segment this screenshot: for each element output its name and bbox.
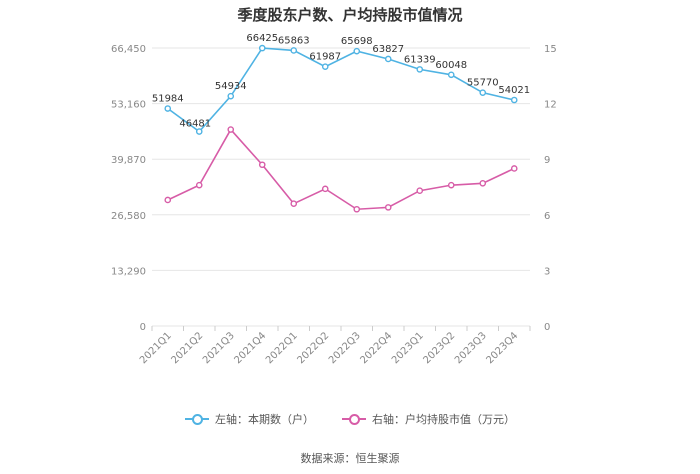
right-axis-tick-label: 6 [544,211,550,222]
right-axis-tick-label: 3 [544,266,550,277]
data-point-left [227,92,235,100]
legend-item-right[interactable]: 右轴：户均持股市值（万元） [342,411,515,427]
x-axis-tick-label: 2023Q3 [453,330,489,366]
data-point-left [258,44,266,52]
data-label-left: 60048 [435,60,467,71]
data-label-left: 55770 [467,78,499,89]
legend-left-label: 左轴：本期数（户） [215,413,314,426]
source-note: 数据来源：恒生聚源 [300,452,400,465]
series-line-right [167,128,515,211]
data-point-left [195,128,203,135]
data-point-left [290,47,298,54]
x-axis-tick-label: 2022Q4 [359,330,395,366]
data-point-right [447,181,455,189]
data-point-right [416,187,424,195]
series-line-left [167,47,515,133]
legend-right-label: 右轴：户均持股市值（万元） [372,413,515,426]
x-axis-tick-label: 2021Q3 [201,330,237,366]
right-axis-tick-label: 9 [544,155,550,166]
data-point-right [258,161,266,169]
data-label-left: 51984 [152,94,184,105]
left-axis-tick-label: 39,870 [111,155,146,166]
right-axis-tick-label: 15 [544,44,557,55]
left-axis-tick-label: 53,160 [111,100,146,111]
data-point-right [353,205,361,213]
data-point-left [321,63,329,70]
data-point-right [227,126,235,133]
data-label-left: 66425 [246,33,278,44]
left-axis-tick-label: 0 [140,322,146,333]
x-axis-tick-label: 2022Q3 [327,330,363,366]
left-axis-tick-label: 13,290 [111,266,146,277]
legend-left-marker-icon [185,413,209,425]
data-point-right [290,200,298,207]
data-label-left: 65698 [341,36,373,47]
data-point-left [384,55,392,63]
x-axis-tick-label: 2023Q1 [390,330,426,366]
data-label-left: 61339 [404,54,436,65]
data-point-right [510,165,518,172]
legend: 左轴：本期数（户） 右轴：户均持股市值（万元） [0,411,700,427]
left-axis-tick-label: 66,450 [111,44,146,55]
data-point-right [384,204,392,211]
data-label-left: 54934 [215,81,247,92]
data-point-right [164,196,172,204]
data-point-right [195,181,203,189]
legend-right-marker-icon [342,413,366,425]
legend-item-left[interactable]: 左轴：本期数（户） [185,411,314,427]
x-axis-tick-label: 2023Q2 [422,330,458,366]
data-point-left [479,89,487,96]
data-point-left [164,105,172,112]
chart-title: 季度股东户数、户均持股市值情况 [237,6,463,24]
left-axis-tick-label: 26,580 [111,211,146,222]
data-label-left: 46481 [179,119,211,130]
data-point-left [447,71,455,79]
data-label-left: 61987 [309,52,341,63]
x-axis-tick-label: 2022Q2 [296,330,332,366]
data-label-left: 65863 [278,35,310,46]
right-axis-tick-label: 12 [544,100,557,111]
data-point-right [321,185,329,193]
x-axis-tick-label: 2021Q2 [170,330,206,366]
data-label-left: 63827 [372,44,404,55]
x-axis-tick-label: 2023Q4 [485,330,521,366]
data-point-left [353,47,361,55]
x-axis-tick-label: 2021Q4 [233,330,269,366]
x-axis-tick-label: 2022Q1 [264,330,300,366]
data-point-right [479,179,487,187]
data-point-left [510,96,518,104]
right-axis-tick-label: 0 [544,322,550,333]
data-label-left: 54021 [498,85,530,96]
x-axis-tick-label: 2021Q1 [138,330,174,366]
data-point-left [416,66,424,73]
